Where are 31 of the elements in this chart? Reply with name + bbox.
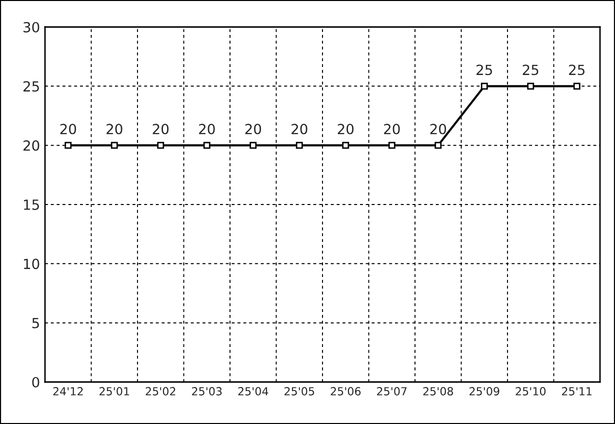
- x-tick-label: 25'04: [238, 387, 268, 396]
- data-label: 20: [384, 124, 400, 134]
- data-label: 25: [522, 64, 538, 76]
- y-tick-label: 25: [23, 81, 39, 92]
- data-label: 20: [245, 124, 262, 134]
- data-label: 20: [338, 124, 354, 134]
- x-tick-label: 25'09: [470, 387, 500, 396]
- y-tick-label: 30: [24, 22, 40, 32]
- data-label: 20: [430, 124, 446, 134]
- data-label: 20: [292, 124, 308, 134]
- x-tick-label: 25'11: [562, 387, 592, 396]
- y-tick-label: 0: [32, 376, 40, 388]
- x-tick-label: 25'07: [377, 387, 407, 396]
- y-tick-label: 15: [24, 200, 39, 210]
- x-tick-label: 25'10: [516, 387, 546, 396]
- data-label: 25: [476, 64, 492, 76]
- x-tick-label: 25'03: [192, 387, 222, 396]
- y-tick-label: 10: [24, 258, 40, 270]
- data-label: 20: [152, 124, 169, 134]
- data-label: 20: [60, 124, 76, 134]
- data-label: 20: [199, 124, 215, 134]
- x-tick-label: 25'01: [100, 387, 130, 396]
- y-tick-label: 20: [23, 140, 40, 151]
- data-label: 25: [569, 64, 584, 76]
- y-tick-label: 5: [32, 318, 39, 328]
- x-tick-label: 25'02: [146, 387, 176, 396]
- x-tick-label: 25'06: [330, 387, 361, 396]
- data-label: 20: [106, 124, 122, 134]
- x-tick-label: 25'05: [284, 387, 314, 396]
- x-tick-label: 25'08: [423, 387, 454, 396]
- x-tick-label: 24'12: [53, 387, 83, 396]
